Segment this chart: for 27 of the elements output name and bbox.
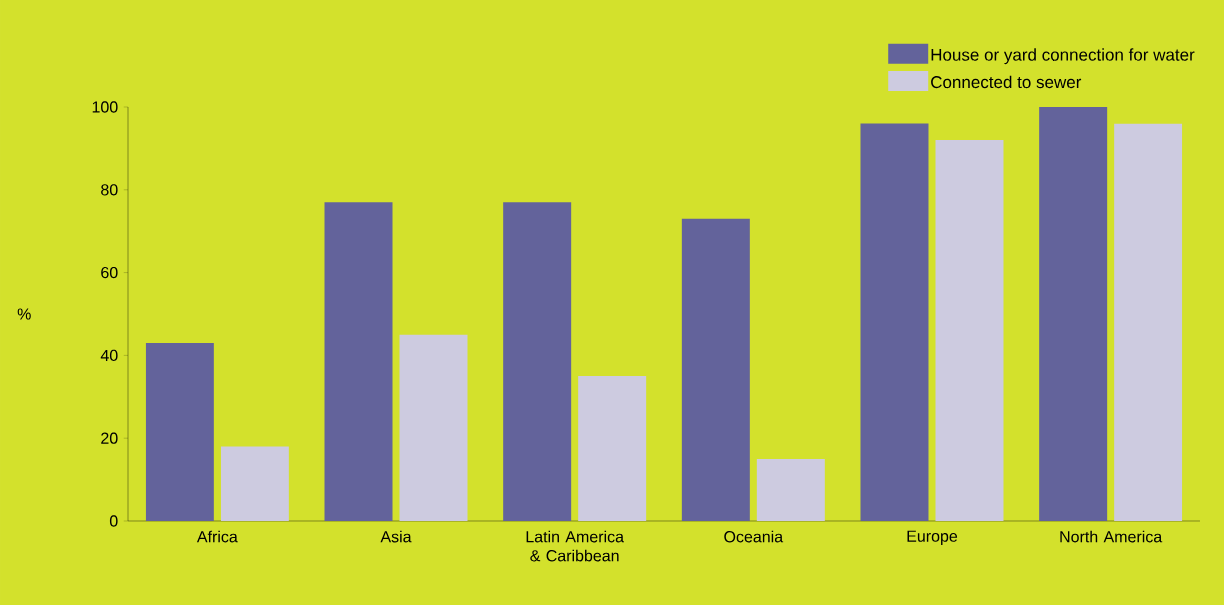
bar — [681, 218, 750, 521]
bar — [324, 202, 393, 521]
x-tick-label: Latin America & Caribbean — [526, 530, 624, 562]
x-tick-label: Asia — [380, 530, 412, 543]
bar — [1114, 123, 1183, 521]
legend-label: Connected to sewer — [931, 75, 1082, 89]
legend-label: House or yard connection for water — [931, 48, 1195, 65]
bar — [145, 342, 214, 521]
y-axis-title: % — [17, 308, 31, 320]
y-tick-label: 20 — [101, 432, 118, 444]
x-tick-label: Africa — [196, 530, 238, 543]
x-tick-label: North America — [1060, 530, 1163, 543]
bar — [756, 458, 825, 521]
y-tick-label: 60 — [101, 266, 118, 279]
bar — [935, 140, 1004, 521]
bar — [503, 202, 572, 521]
y-tick-label: 80 — [101, 184, 118, 196]
bar — [220, 446, 289, 521]
y-tick-label: 100 — [92, 101, 118, 113]
bar — [1039, 106, 1108, 521]
y-tick-label: 0 — [109, 515, 118, 527]
x-tick-label: Oceania — [724, 530, 784, 543]
bar — [399, 334, 468, 521]
x-tick-label: Europe — [907, 530, 958, 545]
bar — [860, 123, 929, 521]
y-tick-label: 40 — [100, 349, 118, 362]
bar — [578, 376, 647, 521]
